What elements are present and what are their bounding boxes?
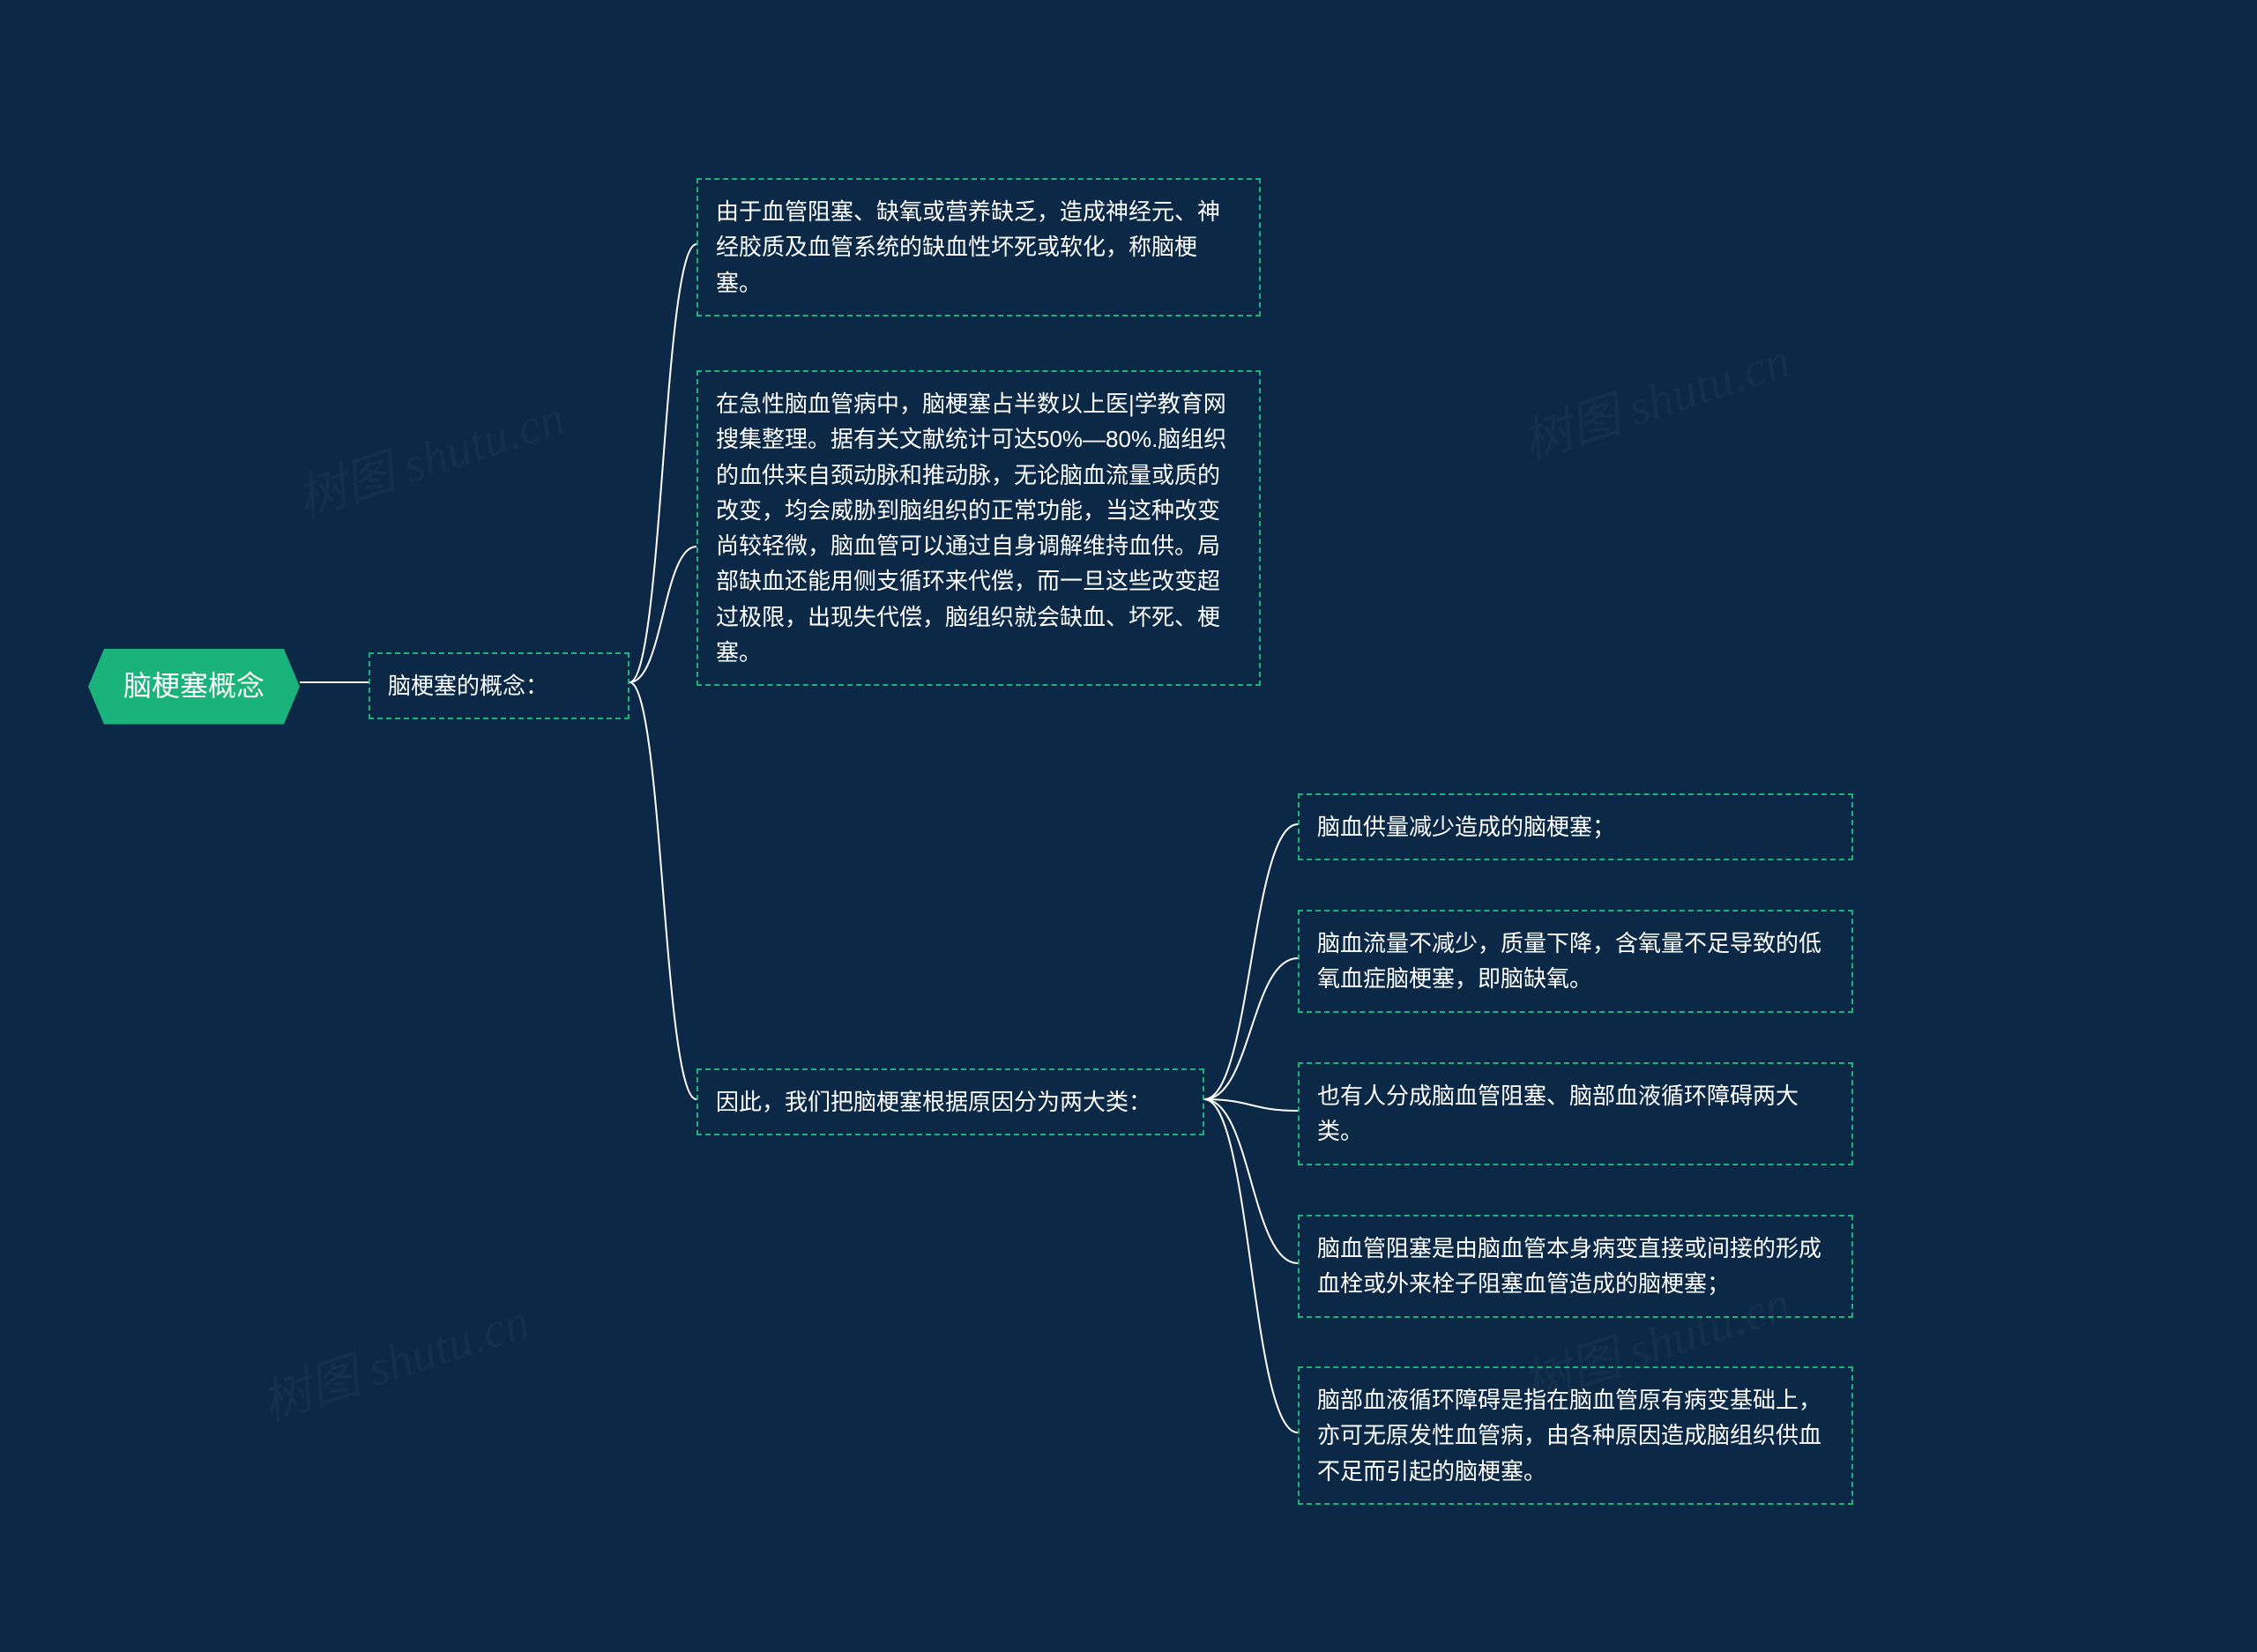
connector	[1204, 958, 1298, 1099]
connector	[1204, 1099, 1298, 1111]
l3e-node: 脑部血液循环障碍是指在脑血管原有病变基础上，亦可无原发性血管病，由各种原因造成脑…	[1298, 1366, 1853, 1505]
connector	[629, 244, 696, 682]
connector	[1204, 1099, 1298, 1263]
mindmap-stage: 脑梗塞概念 脑梗塞的概念： 由于血管阻塞、缺氧或营养缺乏，造成神经元、神经胶质及…	[0, 0, 2257, 1652]
connector	[1204, 1099, 1298, 1432]
watermark: 树图 shutu.cn	[251, 1281, 537, 1434]
connector	[1204, 824, 1298, 1099]
watermark: 树图 shutu.cn	[287, 377, 572, 531]
root-node: 脑梗塞概念	[88, 649, 300, 725]
l3a-node: 脑血供量减少造成的脑梗塞；	[1298, 793, 1853, 860]
connector	[629, 682, 696, 1099]
l3c-node: 也有人分成脑血管阻塞、脑部血液循环障碍两大类。	[1298, 1062, 1853, 1165]
l2b-node: 在急性脑血管病中，脑梗塞占半数以上医|学教育网搜集整理。据有关文献统计可达50%…	[696, 370, 1261, 686]
connector	[629, 547, 696, 682]
l3d-node: 脑血管阻塞是由脑血管本身病变直接或间接的形成血栓或外来栓子阻塞血管造成的脑梗塞；	[1298, 1215, 1853, 1318]
watermark: 树图 shutu.cn	[1512, 320, 1798, 473]
l2a-node: 由于血管阻塞、缺氧或营养缺乏，造成神经元、神经胶质及血管系统的缺血性坏死或软化，…	[696, 178, 1261, 316]
l2c-node: 因此，我们把脑梗塞根据原因分为两大类：	[696, 1068, 1204, 1135]
level1-node: 脑梗塞的概念：	[369, 652, 629, 719]
l3b-node: 脑血流量不减少，质量下降，含氧量不足导致的低氧血症脑梗塞，即脑缺氧。	[1298, 910, 1853, 1013]
